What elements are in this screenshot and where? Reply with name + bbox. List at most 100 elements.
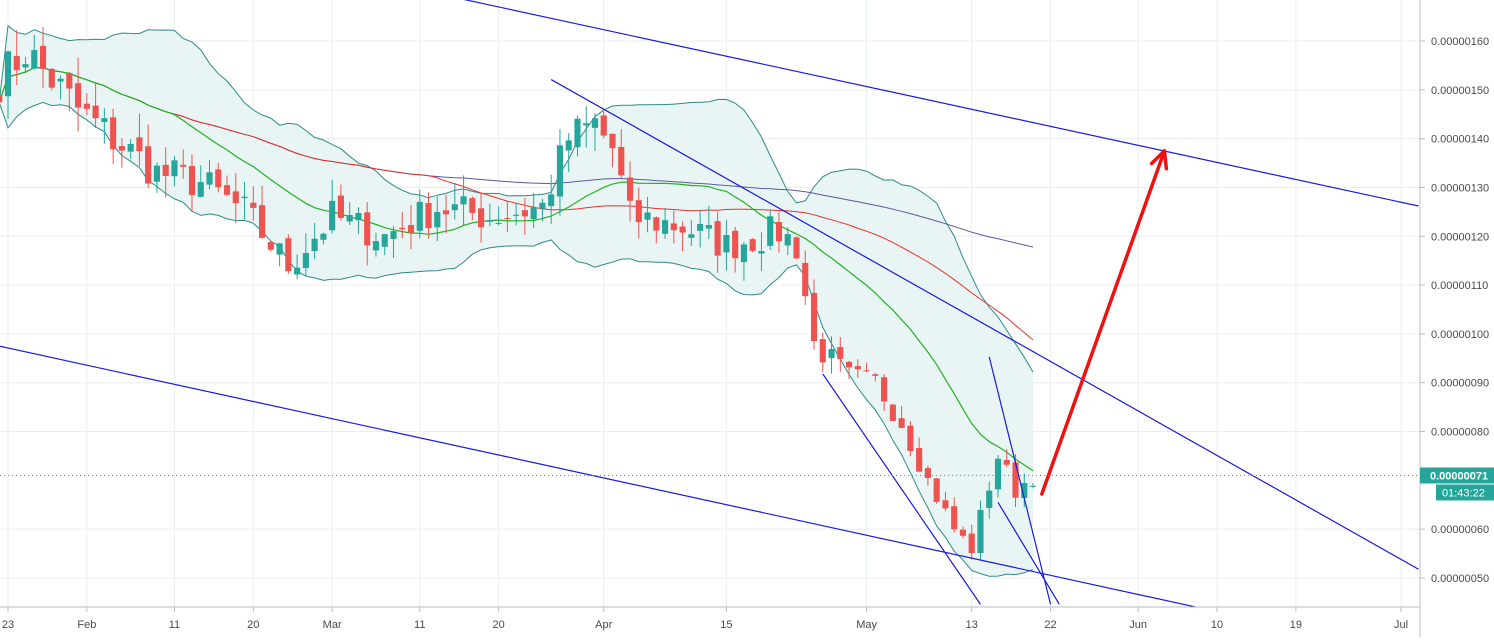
x-tick-label: Jun (1129, 619, 1147, 631)
candle-body (845, 361, 853, 368)
candle-body (92, 105, 99, 119)
candle (469, 196, 476, 221)
candle-body (854, 366, 861, 370)
y-tick-label: 0.00000090 (1431, 378, 1489, 390)
candle (127, 139, 134, 159)
candle (845, 360, 853, 379)
candle (31, 34, 38, 70)
candle (48, 67, 55, 91)
candle (793, 236, 800, 260)
candle-body (1021, 483, 1028, 498)
candle-body (311, 238, 318, 252)
candle-body (206, 172, 213, 185)
candle-body (600, 115, 607, 136)
y-tick-label: 0.00000110 (1431, 280, 1488, 292)
trendline[interactable] (0, 345, 1208, 610)
candle (346, 202, 353, 226)
candle-body (872, 374, 879, 376)
candle (784, 227, 791, 256)
candle (162, 147, 169, 198)
candle-body (556, 145, 564, 197)
candle (460, 175, 467, 226)
candle (574, 115, 581, 157)
candle-body (863, 370, 870, 372)
candle-body (881, 377, 888, 402)
candle-body (732, 230, 739, 259)
candle-body (101, 118, 108, 123)
candle-body (232, 191, 239, 204)
candle (75, 57, 82, 132)
candle (609, 133, 616, 168)
trendline[interactable] (997, 502, 1060, 605)
candle (942, 491, 949, 512)
candle-body (75, 83, 82, 108)
candle-body (442, 210, 450, 215)
candle-body (57, 78, 64, 82)
forecast-arrow-head (1149, 149, 1169, 171)
candle-body (609, 133, 616, 149)
candle (898, 405, 905, 429)
forecast-arrow-shaft (1040, 149, 1167, 496)
trendline[interactable] (822, 373, 981, 605)
candle (854, 359, 861, 378)
trendline[interactable] (367, 0, 1419, 207)
candle (215, 162, 222, 193)
candle (372, 232, 380, 257)
candle (828, 336, 835, 374)
candle-body (469, 198, 476, 213)
candle (775, 212, 783, 253)
y-tick-label: 0.00000160 (1431, 36, 1489, 48)
trendline[interactable] (988, 356, 1052, 605)
candle-body (48, 68, 55, 88)
candle-body (372, 241, 380, 251)
forecast-arrow[interactable] (1040, 149, 1169, 496)
candle (118, 138, 125, 168)
candle-body (13, 56, 20, 71)
candle-body (416, 201, 423, 231)
candle-body (337, 195, 344, 218)
candle (206, 160, 213, 190)
time-axis[interactable]: 23 Feb 11 20 Mar 11 20 Apr 15 May 13 22 Jun 10 19 Jul (0, 606, 1420, 631)
candle (495, 206, 502, 226)
price-axis[interactable]: 0.00000160 0.00000150 0.00000140 0.00000130… (1419, 0, 1494, 637)
trendline[interactable] (550, 79, 1419, 570)
bollinger-bands (0, 24, 1034, 577)
candle-body (548, 194, 555, 207)
candle-body (626, 177, 634, 201)
x-tick-label: 22 (1044, 619, 1056, 631)
candle (399, 211, 406, 239)
candle-body (118, 146, 125, 151)
bollinger-fill (0, 25, 1033, 577)
candle-body (793, 237, 800, 259)
candle-body (933, 478, 940, 502)
candle (250, 186, 257, 221)
candle (907, 421, 914, 457)
candle (197, 165, 204, 198)
candle-body (31, 50, 38, 69)
current-price-label: 0.00000071 (1430, 470, 1488, 482)
candle (662, 207, 669, 240)
candle (486, 203, 493, 227)
candle-body (180, 164, 187, 167)
candle-body (39, 45, 47, 69)
candle-body (22, 64, 29, 68)
x-tick-label: 15 (720, 619, 732, 631)
candle (337, 184, 344, 221)
x-tick-label: 23 (2, 619, 14, 631)
x-tick-label: 13 (966, 619, 978, 631)
candle (434, 196, 441, 242)
candle (626, 161, 634, 222)
trendlines[interactable] (0, 0, 1419, 610)
candle (688, 220, 695, 247)
candle-body (1012, 462, 1019, 498)
candle-body (530, 207, 537, 220)
candle (425, 192, 432, 239)
candle-body (697, 223, 704, 231)
candle-body (1029, 485, 1037, 487)
candle-body (951, 506, 958, 530)
x-tick-label: 10 (1211, 619, 1223, 631)
candle (810, 279, 818, 350)
candle (749, 237, 756, 253)
